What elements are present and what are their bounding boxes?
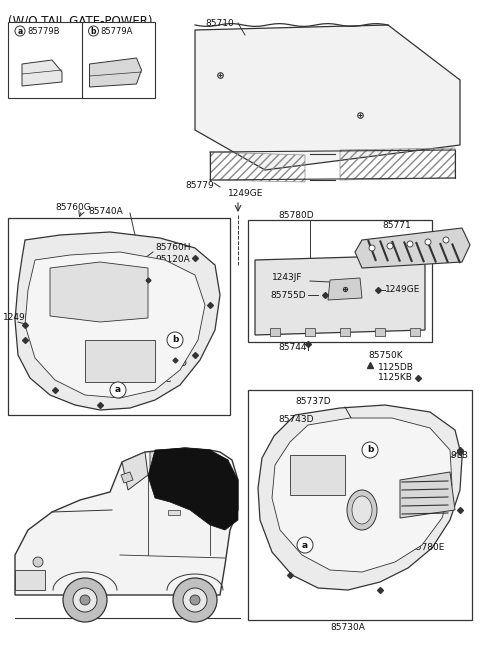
Polygon shape [328,278,362,300]
Text: a: a [17,27,23,36]
Text: 1491AD: 1491AD [152,359,188,368]
Text: 85743D: 85743D [278,415,313,424]
Text: 95120A: 95120A [155,255,190,264]
Bar [8,22,155,98]
Circle shape [443,237,449,243]
Text: 85780E: 85780E [410,544,444,553]
Text: 1125DB: 1125DB [378,363,414,372]
Circle shape [297,537,313,553]
Text: 85710: 85710 [205,18,234,27]
Bar [248,390,472,620]
Circle shape [190,595,200,605]
Text: 1243JF: 1243JF [272,273,302,283]
Circle shape [88,26,98,36]
Text: b: b [172,335,178,344]
Text: 85779B: 85779B [27,27,60,36]
Text: 85760H: 85760H [155,243,191,253]
Polygon shape [50,262,148,322]
Circle shape [183,588,207,612]
Bar [290,455,345,495]
Text: a: a [115,385,121,395]
Text: 85779A: 85779A [100,27,133,36]
Polygon shape [15,448,238,595]
Text: 1125KB: 1125KB [378,374,413,383]
Polygon shape [22,60,62,86]
Bar [375,328,385,336]
Ellipse shape [347,490,377,530]
Text: b: b [91,27,96,36]
Polygon shape [355,228,470,268]
Polygon shape [150,448,185,476]
Circle shape [407,241,413,247]
Polygon shape [400,472,455,518]
Bar [248,220,432,342]
Text: a: a [302,540,308,549]
Circle shape [110,382,126,398]
Polygon shape [121,472,133,483]
Ellipse shape [352,496,372,524]
Bar [15,570,45,590]
Text: 85750K: 85750K [368,350,403,359]
Polygon shape [15,232,220,410]
Polygon shape [89,58,142,87]
Circle shape [63,578,107,622]
Circle shape [173,578,217,622]
Circle shape [369,245,375,251]
Bar [8,218,230,415]
Text: 1249GE: 1249GE [228,189,264,197]
Text: 1249LB: 1249LB [435,450,469,460]
Circle shape [387,243,393,249]
Text: 85779: 85779 [185,180,214,189]
Text: 1249GE: 1249GE [385,286,420,294]
Polygon shape [258,405,462,590]
Circle shape [15,26,25,36]
Text: 1244KC: 1244KC [138,376,172,385]
Polygon shape [148,448,238,530]
Text: 85760G: 85760G [55,202,91,212]
Text: 85740A: 85740A [88,208,123,217]
Circle shape [80,595,90,605]
Text: 85737D: 85737D [295,398,331,406]
Bar [85,340,155,382]
Text: 85730A: 85730A [331,624,365,633]
Circle shape [362,442,378,458]
Bar [340,328,350,336]
Bar [168,510,180,515]
Text: b: b [367,445,373,454]
Text: 85755D: 85755D [270,290,306,299]
Circle shape [167,332,183,348]
Text: 85780D: 85780D [278,210,313,219]
Text: 85777: 85777 [148,271,177,279]
Bar [410,328,420,336]
Polygon shape [122,452,148,490]
Circle shape [33,557,43,567]
Polygon shape [212,452,228,478]
Bar [270,328,280,336]
Polygon shape [272,418,452,572]
Text: 85771: 85771 [382,221,411,230]
Polygon shape [186,448,210,472]
Text: 1249LB: 1249LB [3,314,37,322]
Text: 85744: 85744 [278,344,307,352]
Polygon shape [195,25,460,170]
Polygon shape [255,255,425,335]
Text: (W/O TAIL GATE-POWER): (W/O TAIL GATE-POWER) [8,14,153,27]
Circle shape [425,239,431,245]
Bar [305,328,315,336]
Polygon shape [25,252,205,398]
Circle shape [73,588,97,612]
